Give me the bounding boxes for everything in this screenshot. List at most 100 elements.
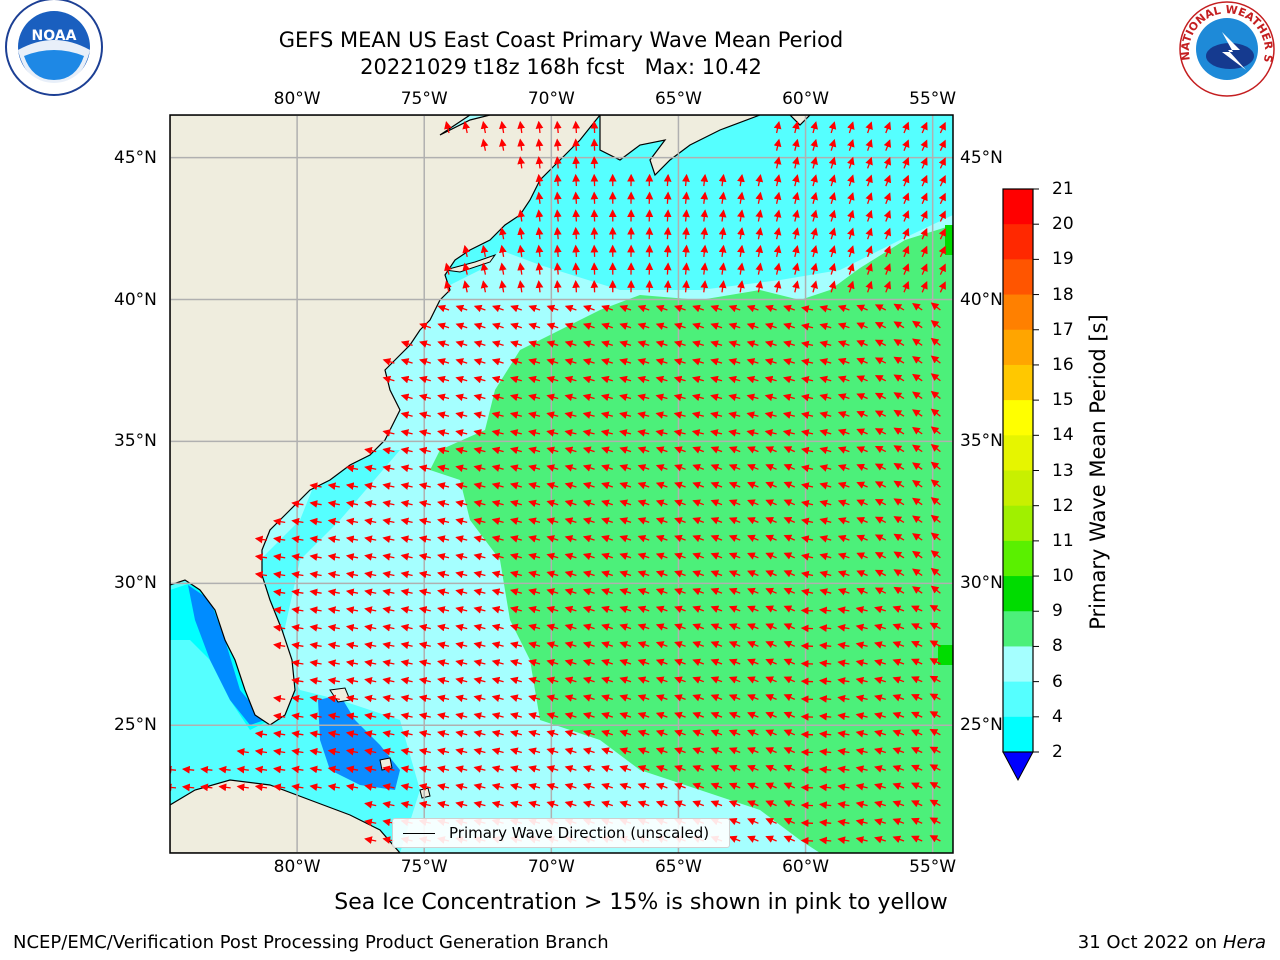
wave-direction-arrow (400, 375, 413, 384)
wave-direction-arrow (920, 263, 928, 275)
period-region-2-4s-florida-shelf (188, 585, 265, 725)
wave-direction-arrow (582, 517, 595, 525)
wave-direction-arrow (382, 446, 395, 455)
wave-direction-arrow (764, 322, 777, 330)
wave-direction-arrow (273, 588, 286, 597)
wave-direction-arrow (291, 677, 304, 685)
wave-direction-arrow (673, 411, 686, 419)
wave-direction-arrow (938, 263, 946, 275)
wave-direction-arrow (572, 244, 581, 257)
wave-direction-arrow (930, 302, 941, 311)
wave-direction-arrow (747, 446, 759, 454)
wave-direction-arrow (418, 464, 431, 473)
wave-direction-arrow (564, 375, 577, 384)
wave-direction-arrow (920, 139, 928, 151)
colorbar-swatch (1003, 576, 1033, 612)
wave-direction-arrow (491, 499, 504, 508)
wave-direction-arrow (528, 464, 541, 472)
wave-direction-arrow (291, 517, 304, 526)
wave-direction-arrow (912, 497, 923, 506)
wave-direction-arrow (455, 517, 468, 526)
wave-direction-arrow (572, 173, 581, 187)
wave-direction-arrow (418, 535, 431, 543)
wave-direction-arrow (856, 375, 868, 383)
wave-direction-arrow (572, 280, 581, 293)
wave-direction-arrow (874, 516, 887, 524)
wave-direction-arrow (692, 499, 705, 507)
wave-direction-arrow (865, 280, 873, 293)
wave-direction-arrow (765, 570, 777, 578)
wave-direction-arrow (418, 482, 431, 490)
wave-direction-arrow (509, 429, 522, 437)
wave-direction-arrow (546, 446, 559, 455)
wave-direction-arrow (837, 375, 850, 383)
wave-direction-arrow (572, 226, 581, 240)
wave-direction-arrow (728, 411, 741, 419)
wave-direction-arrow (800, 482, 814, 490)
wave-direction-arrow (700, 226, 709, 240)
wave-direction-arrow (637, 429, 650, 437)
wave-direction-arrow (528, 570, 541, 578)
wave-direction-arrow (692, 517, 705, 525)
wave-direction-arrow (583, 304, 595, 313)
wave-direction-arrow (437, 535, 450, 543)
wave-direction-arrow (382, 464, 395, 473)
wave-direction-arrow (553, 120, 562, 134)
wave-direction-arrow (509, 393, 522, 402)
wave-direction-arrow (509, 517, 522, 525)
wave-direction-arrow (462, 244, 471, 258)
wave-direction-arrow (462, 120, 471, 134)
wave-direction-arrow (619, 464, 632, 472)
land-cuba (170, 779, 401, 853)
wave-direction-arrow (601, 605, 614, 614)
wave-direction-arrow (418, 659, 431, 667)
wave-direction-arrow (674, 534, 686, 543)
wave-direction-arrow (572, 191, 581, 204)
wave-direction-arrow (400, 570, 413, 579)
wave-direction-arrow (673, 393, 686, 402)
wave-direction-arrow (309, 482, 322, 491)
wave-direction-arrow (546, 676, 559, 685)
wave-direction-arrow (819, 588, 832, 596)
wave-direction-arrow (855, 641, 868, 650)
wave-direction-arrow (364, 499, 377, 508)
wave-direction-arrow (637, 375, 650, 384)
wave-direction-arrow (517, 156, 526, 169)
wave-direction-arrow (553, 156, 562, 169)
wave-direction-arrow (655, 481, 668, 490)
wave-direction-arrow (765, 446, 777, 454)
wave-direction-arrow (710, 429, 723, 437)
wave-direction-arrow (728, 676, 741, 684)
wave-direction-arrow (691, 429, 704, 437)
wave-direction-arrow (746, 411, 759, 419)
wave-direction-arrow (400, 446, 413, 455)
wave-direction-arrow (510, 304, 523, 313)
colorbar-swatch (1003, 364, 1033, 401)
wave-direction-arrow (345, 570, 359, 579)
wave-direction-arrow (546, 464, 559, 472)
wave-direction-arrow (491, 482, 504, 490)
wave-direction-arrow (783, 499, 796, 507)
wave-direction-arrow (582, 411, 595, 419)
wave-direction-arrow (291, 624, 304, 632)
wave-direction-arrow (783, 676, 796, 684)
wave-direction-arrow (528, 605, 541, 614)
wave-direction-arrow (637, 358, 650, 366)
wave-direction-arrow (509, 588, 522, 596)
colorbar-tick-label: 15 (1052, 390, 1074, 411)
chart-title: GEFS MEAN US East Coast Primary Wave Mea… (278, 28, 844, 52)
wave-direction-arrow (874, 658, 886, 667)
wave-direction-arrow (728, 658, 741, 666)
wave-direction-arrow (828, 121, 837, 134)
wave-direction-arrow (874, 445, 887, 454)
wave-direction-arrow (473, 552, 486, 561)
wave-direction-arrow (382, 676, 395, 685)
wave-direction-arrow (893, 498, 905, 506)
wave-direction-arrow (400, 429, 413, 437)
wave-direction-arrow (893, 551, 905, 559)
wave-direction-arrow (920, 210, 928, 222)
wave-direction-arrow (455, 659, 468, 667)
wave-direction-arrow (418, 393, 431, 402)
wave-direction-arrow (710, 605, 723, 613)
